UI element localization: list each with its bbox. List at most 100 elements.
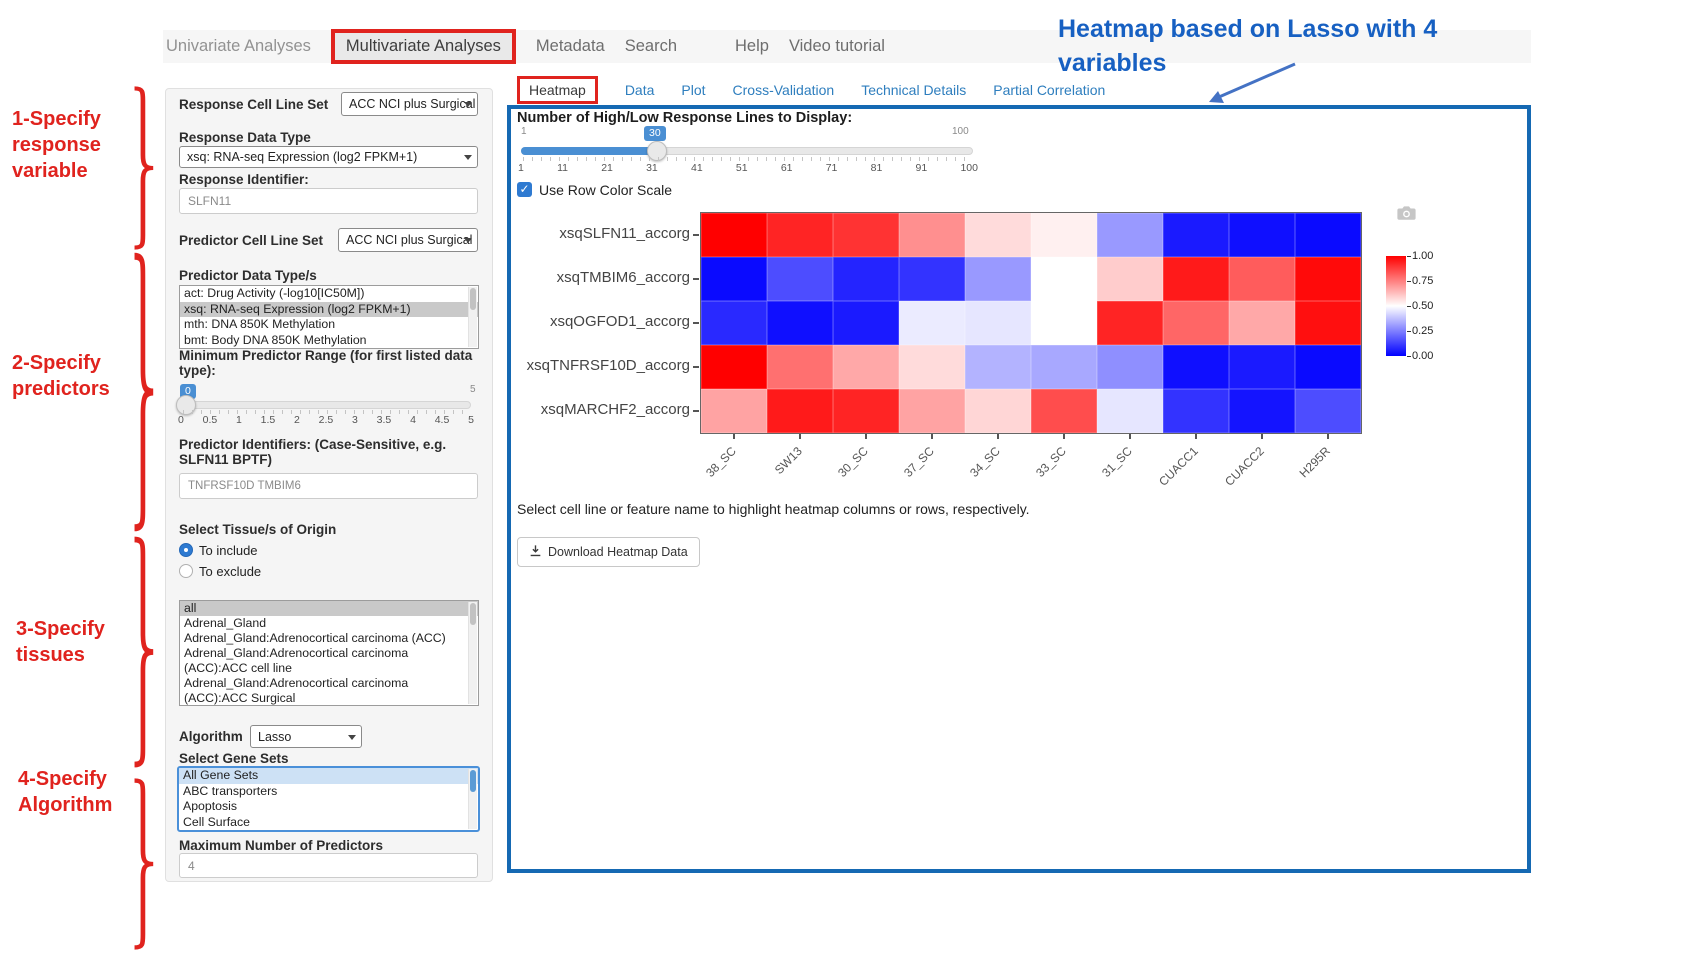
listbox-scrollbar[interactable] [468, 287, 477, 347]
heatmap-y-tick [693, 366, 699, 368]
heatmap-cell [965, 301, 1031, 345]
heatmap-x-tick [1327, 434, 1329, 439]
heatmap-row-label[interactable]: xsqSLFN11_accorg [559, 225, 690, 242]
listbox-scrollbar-thumb[interactable] [470, 288, 476, 310]
lines-slider-fill [521, 147, 658, 155]
slider-tick-label: 81 [870, 162, 883, 174]
max-predictors-input[interactable] [179, 853, 478, 878]
row-color-scale-checkbox[interactable]: ✓ [517, 182, 532, 197]
tab-data[interactable]: Data [624, 82, 655, 98]
colorbar-tick-label: 1.00 [1412, 250, 1434, 262]
response-data-type-select[interactable]: xsq: RNA-seq Expression (log2 FPKM+1) [179, 146, 478, 168]
gene-sets-listbox[interactable]: All Gene Sets ABC transporters Apoptosis Ce… [177, 766, 480, 832]
heatmap-cell [833, 389, 899, 433]
nav-item-metadata[interactable]: Metadata [535, 36, 605, 55]
predictor-identifiers-input[interactable] [179, 473, 478, 499]
listbox-option-mth-dna-850k-methylation[interactable]: mth: DNA 850K Methylation [184, 317, 336, 331]
camera-icon[interactable] [1396, 205, 1417, 226]
nav-item-search[interactable]: Search [624, 36, 677, 55]
listbox-scrollbar-thumb[interactable] [470, 603, 476, 625]
listbox-option-act-drug-activity-log10-ic50m[interactable]: act: Drug Activity (-log10[IC50M]) [184, 286, 365, 300]
slider-tick-label: 71 [825, 162, 838, 174]
heatmap-cell [1097, 389, 1163, 433]
tab-partial-correlation[interactable]: Partial Correlation [993, 82, 1106, 98]
heatmap-x-tick [1261, 434, 1263, 439]
heatmap-y-tick [693, 278, 699, 280]
slider-tick-label: 51 [735, 162, 748, 174]
nav-item-multivariate-analyses[interactable]: Multivariate Analyses [330, 28, 516, 64]
row-color-scale-label: Use Row Color Scale [539, 182, 673, 198]
top-nav: Univariate Analyses Multivariate Analyses… [166, 24, 885, 68]
listbox-option-apoptosis[interactable]: Apoptosis [183, 799, 238, 813]
download-heatmap-data-button[interactable]: Download Heatmap Data [517, 537, 700, 567]
tab-plot[interactable]: Plot [681, 82, 706, 98]
listbox-option-adrenal-gland[interactable]: Adrenal_Gland [184, 616, 267, 630]
listbox-option-adrenal-gland-adrenocortical-carcinoma-acc[interactable]: Adrenal_Gland:Adrenocortical carcinoma (… [184, 631, 446, 645]
heatmap-cell [899, 257, 965, 301]
heatmap-row-label[interactable]: xsqTNFRSF10D_accorg [526, 357, 690, 374]
slider-tick-label: 61 [780, 162, 793, 174]
slider-tick-label: 100 [960, 162, 978, 174]
listbox-scrollbar[interactable] [468, 602, 477, 704]
annotation-heatmap-note: Heatmap based on Lasso with 4 variables [1058, 15, 1438, 77]
listbox-option-bmt-body-dna-850k-methylation[interactable]: bmt: Body DNA 850K Methylation [184, 332, 367, 347]
tab-cross-validation[interactable]: Cross-Validation [732, 82, 835, 98]
listbox-option-adrenal-gland-adrenocortical-carcinoma-acc-acc-surgical[interactable]: Adrenal_Gland:Adrenocortical carcinoma (… [184, 676, 409, 705]
slider-tick-label: 21 [601, 162, 613, 174]
colorbar-tick-label: 0.00 [1412, 350, 1434, 362]
listbox-option-all-gene-sets[interactable]: All Gene Sets [179, 768, 478, 784]
tissue-listbox[interactable]: all Adrenal_Gland Adrenal_Gland:Adrenocort… [179, 600, 479, 706]
heatmap-cell [1097, 213, 1163, 257]
heatmap-cell [1031, 301, 1097, 345]
slider-tick-label: 1 [518, 162, 524, 174]
heatmap-row-label[interactable]: xsqTMBIM6_accorg [556, 269, 690, 286]
heatmap-cell [965, 389, 1031, 433]
response-cell-line-set-select[interactable]: ACC NCI plus Surgical [341, 92, 478, 116]
annotation-brace-3 [134, 536, 154, 768]
heatmap-hint-text: Select cell line or feature name to high… [517, 501, 1030, 517]
tab-heatmap[interactable]: Heatmap [517, 76, 598, 104]
response-cell-line-set-value: ACC NCI plus Surgical [349, 97, 476, 111]
heatmap-cell [1229, 301, 1295, 345]
response-data-type-value: xsq: RNA-seq Expression (log2 FPKM+1) [187, 150, 418, 164]
tab-technical-details[interactable]: Technical Details [861, 82, 967, 98]
response-data-type-label: Response Data Type [179, 130, 311, 145]
nav-item-univariate-analyses[interactable]: Univariate Analyses [166, 36, 311, 55]
slider-tick-label: 2.5 [318, 414, 334, 426]
heatmap-cell [1163, 257, 1229, 301]
annotation-brace-1 [134, 86, 154, 250]
slider-tick-label: 3 [352, 414, 358, 426]
nav-item-help[interactable]: Help [735, 36, 769, 55]
heatmap-row-label[interactable]: xsqMARCHF2_accorg [540, 401, 690, 418]
predictor-cell-line-set-select[interactable]: ACC NCI plus Surgical [338, 228, 478, 252]
listbox-option-abc-transporters[interactable]: ABC transporters [183, 783, 278, 798]
heatmap-y-tick [693, 322, 699, 324]
tissue-exclude-radio[interactable] [179, 564, 193, 578]
response-identifier-input[interactable] [179, 188, 478, 214]
tissue-origin-label: Select Tissue/s of Origin [179, 522, 337, 537]
heatmap-row-label[interactable]: xsqOGFOD1_accorg [549, 313, 690, 330]
listbox-option-xsq-rna-seq-expression-log2-fpkm-1[interactable]: xsq: RNA-seq Expression (log2 FPKM+1) [180, 301, 478, 317]
heatmap-cell [701, 257, 767, 301]
tissue-include-radio[interactable] [179, 543, 193, 557]
slider-tick-label: 0 [178, 414, 184, 426]
download-icon [529, 544, 542, 560]
heatmap-cell [1229, 345, 1295, 389]
listbox-option-cell-surface[interactable]: Cell Surface [183, 814, 250, 829]
listbox-scrollbar[interactable] [468, 769, 477, 829]
algorithm-select[interactable]: Lasso [250, 725, 362, 748]
listbox-option-adrenal-gland-adrenocortical-carcinoma-acc-acc-cell-line[interactable]: Adrenal_Gland:Adrenocortical carcinoma (… [184, 646, 409, 675]
heatmap-cell [1295, 301, 1361, 345]
listbox-option-all[interactable]: all [180, 601, 478, 616]
predictor-data-types-listbox[interactable]: act: Drug Activity (-log10[IC50M]) xsq: R… [179, 285, 479, 349]
mini-slider-track[interactable] [181, 401, 471, 409]
heatmap-cell [767, 345, 833, 389]
colorbar-tick [1407, 306, 1411, 307]
listbox-scrollbar-thumb[interactable] [470, 770, 476, 792]
nav-item-video-tutorial[interactable]: Video tutorial [788, 36, 885, 55]
algorithm-value: Lasso [258, 729, 292, 744]
heatmap-cell [1295, 213, 1361, 257]
heatmap-cell [965, 345, 1031, 389]
colorbar-tick-label: 0.25 [1412, 325, 1434, 337]
